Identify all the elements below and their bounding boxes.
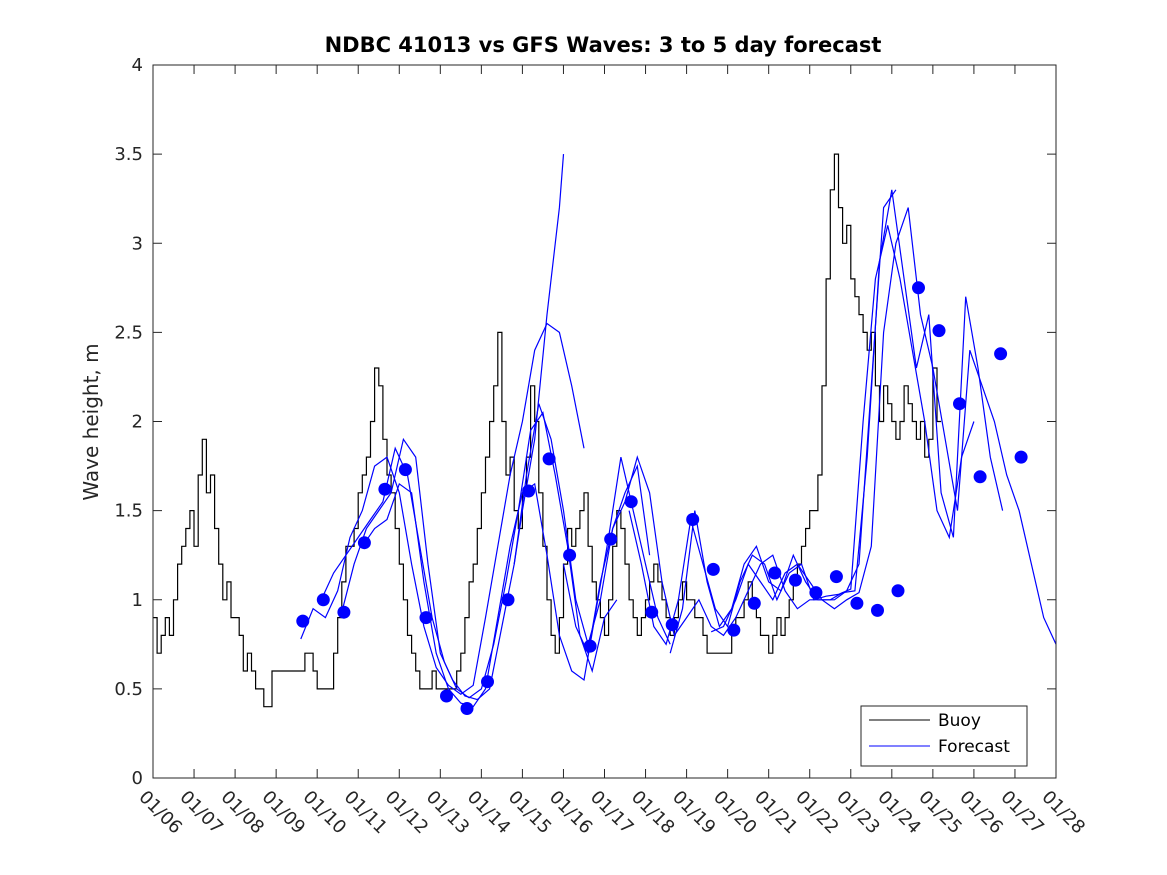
forecast-series-line-5 xyxy=(513,154,565,565)
x-tick-label: 01/23 xyxy=(832,787,884,839)
forecast-marker xyxy=(645,605,659,619)
legend-forecast-label: Forecast xyxy=(938,737,1010,757)
forecast-series-line-7 xyxy=(628,225,975,646)
x-tick-label: 01/22 xyxy=(791,787,843,839)
forecast-marker xyxy=(398,463,412,477)
forecast-marker xyxy=(788,573,802,587)
forecast-marker xyxy=(440,689,453,703)
legend: Buoy Forecast xyxy=(860,705,1028,767)
forecast-marker xyxy=(522,484,536,498)
y-tick-label: 1 xyxy=(132,590,143,611)
forecast-series-line-8 xyxy=(669,189,1004,654)
forecast-marker xyxy=(932,324,946,338)
forecast-marker xyxy=(768,566,782,580)
forecast-marker xyxy=(378,482,392,496)
y-axis-label: Wave height, m xyxy=(79,343,103,500)
x-tick-label: 01/10 xyxy=(299,787,351,839)
forecast-marker xyxy=(850,596,864,610)
forecast-marker xyxy=(665,618,679,632)
x-tick-label: 01/09 xyxy=(258,787,310,839)
x-tick-label: 01/15 xyxy=(504,787,556,839)
legend-box xyxy=(860,705,1028,767)
x-tick-label: 01/11 xyxy=(340,787,392,839)
forecast-marker xyxy=(973,470,987,484)
forecast-marker xyxy=(747,596,761,610)
forecast-marker xyxy=(337,605,351,619)
y-tick-label: 2 xyxy=(132,412,143,433)
forecast-marker xyxy=(316,593,330,607)
forecast-series-line-1 xyxy=(300,322,585,695)
y-tick-label: 2.5 xyxy=(114,322,143,343)
buoy-series-line xyxy=(153,153,942,708)
forecast-marker xyxy=(357,536,371,550)
forecast-marker xyxy=(419,611,433,625)
y-tick-label: 1.5 xyxy=(114,501,143,522)
forecast-marker xyxy=(706,562,720,576)
forecast-marker xyxy=(912,281,925,295)
x-tick-label: 01/08 xyxy=(217,787,269,839)
plot-data xyxy=(153,153,1057,715)
forecast-series-line-3 xyxy=(341,403,651,701)
forecast-marker xyxy=(1014,450,1028,464)
forecast-marker xyxy=(953,397,966,411)
forecast-marker xyxy=(583,639,597,653)
x-tick-label: 01/26 xyxy=(955,787,1007,839)
forecast-marker xyxy=(460,702,474,715)
legend-buoy-label: Buoy xyxy=(938,711,981,731)
forecast-marker xyxy=(727,623,741,637)
forecast-marker xyxy=(296,614,310,628)
forecast-marker xyxy=(542,452,556,466)
chart-title: NDBC 41013 vs GFS Waves: 3 to 5 day fore… xyxy=(325,33,882,57)
x-tick-label: 01/07 xyxy=(176,787,228,839)
forecast-marker xyxy=(686,513,700,526)
forecast-series-line-6 xyxy=(562,189,897,656)
y-tick-label: 3.5 xyxy=(114,144,143,165)
forecast-marker xyxy=(994,347,1008,361)
x-tick-label: 01/17 xyxy=(586,787,638,839)
y-tick-label: 3 xyxy=(132,233,143,254)
forecast-marker xyxy=(829,570,843,584)
y-tick-label: 0.5 xyxy=(114,679,143,700)
x-tick-label: 01/13 xyxy=(422,787,474,839)
x-tick-label: 01/28 xyxy=(1037,787,1089,839)
forecast-marker xyxy=(563,548,577,562)
x-tick-label: 01/27 xyxy=(996,787,1048,839)
x-tick-label: 01/20 xyxy=(709,787,761,839)
x-tick-label: 01/18 xyxy=(627,787,679,839)
forecast-marker xyxy=(871,603,884,617)
forecast-marker xyxy=(891,584,905,598)
x-tick-label: 01/25 xyxy=(914,787,966,839)
forecast-marker xyxy=(604,532,618,546)
x-tick-label: 01/16 xyxy=(545,787,597,839)
forecast-marker xyxy=(809,586,823,600)
x-tick-label: 01/19 xyxy=(668,787,720,839)
forecast-marker xyxy=(481,675,494,689)
forecast-marker xyxy=(624,495,638,509)
forecast-marker xyxy=(501,593,515,607)
y-tick-label: 0 xyxy=(132,768,143,789)
y-tick-label: 4 xyxy=(132,55,143,76)
forecast-series-line-4 xyxy=(361,456,671,708)
x-tick-label: 01/12 xyxy=(381,787,433,839)
forecast-series-line-9 xyxy=(710,207,1057,645)
x-tick-label: 01/24 xyxy=(873,787,925,839)
x-tick-label: 01/21 xyxy=(750,787,802,839)
x-tick-label: 01/06 xyxy=(134,787,186,839)
x-tick-label: 01/14 xyxy=(463,787,515,839)
